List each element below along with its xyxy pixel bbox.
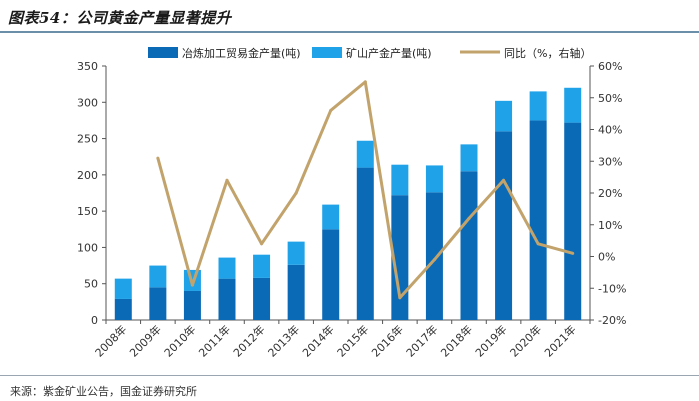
left-axis-tick-label: 200 (77, 169, 98, 182)
yoy-point (363, 80, 367, 84)
source-divider (0, 375, 699, 376)
legend-swatch-mine (312, 47, 342, 58)
yoy-point (467, 216, 471, 220)
left-axis-tick-label: 250 (77, 133, 98, 146)
bar-smelting (287, 264, 305, 320)
bar-smelting (356, 167, 374, 320)
bar-mine (564, 87, 582, 123)
bar-mine (495, 100, 513, 132)
x-axis-tick-label: 2010年 (161, 322, 198, 359)
x-axis-tick-label: 2021年 (541, 322, 578, 359)
legend-label-smelting: 冶炼加工贸易金产量(吨) (182, 46, 301, 60)
left-axis-tick-label: 0 (91, 314, 98, 327)
bar-smelting (183, 290, 201, 320)
bar-mine (253, 254, 271, 278)
bar-smelting (495, 131, 513, 320)
bar-smelting (114, 298, 132, 320)
x-axis-tick-label: 2013年 (265, 322, 302, 359)
x-axis-tick-label: 2018年 (438, 322, 475, 359)
yoy-point (536, 242, 540, 246)
yoy-point (190, 283, 194, 287)
legend-swatch-smelting (148, 47, 178, 58)
bar-mine (149, 265, 167, 288)
yoy-point (260, 242, 264, 246)
bar-mine (287, 241, 305, 265)
bar-mine (391, 164, 409, 196)
yoy-line-group (156, 80, 575, 300)
bar-smelting (425, 192, 443, 320)
right-axis-tick-label: 40% (598, 124, 622, 137)
title-divider (0, 31, 699, 33)
bar-smelting (253, 277, 271, 320)
x-axis-tick-label: 2008年 (92, 322, 129, 359)
x-axis-tick-label: 2012年 (230, 322, 267, 359)
bar-smelting (564, 122, 582, 320)
x-axis-tick-label: 2020年 (507, 322, 544, 359)
x-axis-tick-label: 2014年 (299, 322, 336, 359)
bar-mine (425, 165, 443, 193)
left-axis-tick-label: 150 (77, 205, 98, 218)
yoy-point (329, 108, 333, 112)
yoy-point (398, 296, 402, 300)
bar-smelting (322, 229, 340, 320)
bar-smelting (218, 278, 236, 320)
legend-label-mine: 矿山产金产量(吨) (346, 46, 432, 60)
left-axis-tick-label: 350 (77, 60, 98, 73)
chart-legend: 冶炼加工贸易金产量(吨) 矿山产金产量(吨) 同比（%，右轴） (148, 46, 591, 60)
bar-mine (356, 140, 374, 168)
x-axis-tick-label: 2019年 (472, 322, 509, 359)
right-axis-tick-label: 20% (598, 187, 622, 200)
yoy-point (225, 178, 229, 182)
yoy-point (502, 178, 506, 182)
yoy-point (571, 251, 575, 255)
bar-mine (460, 144, 478, 172)
yoy-point (156, 156, 160, 160)
bar-mine (114, 278, 132, 299)
left-axis-tick-label: 50 (84, 278, 98, 291)
bar-smelting (460, 171, 478, 320)
chart: 冶炼加工贸易金产量(吨) 矿山产金产量(吨) 同比（%，右轴） 0 50 100 15… (77, 46, 626, 360)
right-axis-tick-label: 50% (598, 92, 622, 105)
bar-group (114, 87, 582, 320)
right-axis-tick-label: 10% (598, 219, 622, 232)
left-axis-tick-label: 300 (77, 96, 98, 109)
bar-mine (529, 91, 547, 121)
bar-mine (322, 204, 340, 230)
right-axis-tick-label: 60% (598, 60, 622, 73)
right-axis-tick-label: 0% (598, 251, 615, 264)
x-axis-tick-label: 2017年 (403, 322, 440, 359)
x-axis-tick-label: 2015年 (334, 322, 371, 359)
bar-smelting (149, 287, 167, 320)
right-axis-tick-label: -10% (598, 282, 626, 295)
x-axis-tick-label: 2016年 (369, 322, 406, 359)
source-note: 来源：紫金矿业公告，国金证券研究所 (10, 385, 197, 398)
bar-smelting (529, 120, 547, 320)
legend-label-yoy: 同比（%，右轴） (504, 46, 591, 60)
left-axis-tick-label: 100 (77, 241, 98, 254)
bar-mine (218, 257, 236, 279)
right-axis-tick-label: 30% (598, 155, 622, 168)
bar-smelting (391, 195, 409, 320)
x-axis-tick-label: 2009年 (127, 322, 164, 359)
yoy-point (294, 191, 298, 195)
yoy-point (432, 258, 436, 262)
figure-title: 图表54：公司黄金产量显著提升 (8, 9, 232, 27)
right-axis-tick-label: -20% (598, 314, 626, 327)
x-axis-tick-label: 2011年 (196, 322, 233, 359)
